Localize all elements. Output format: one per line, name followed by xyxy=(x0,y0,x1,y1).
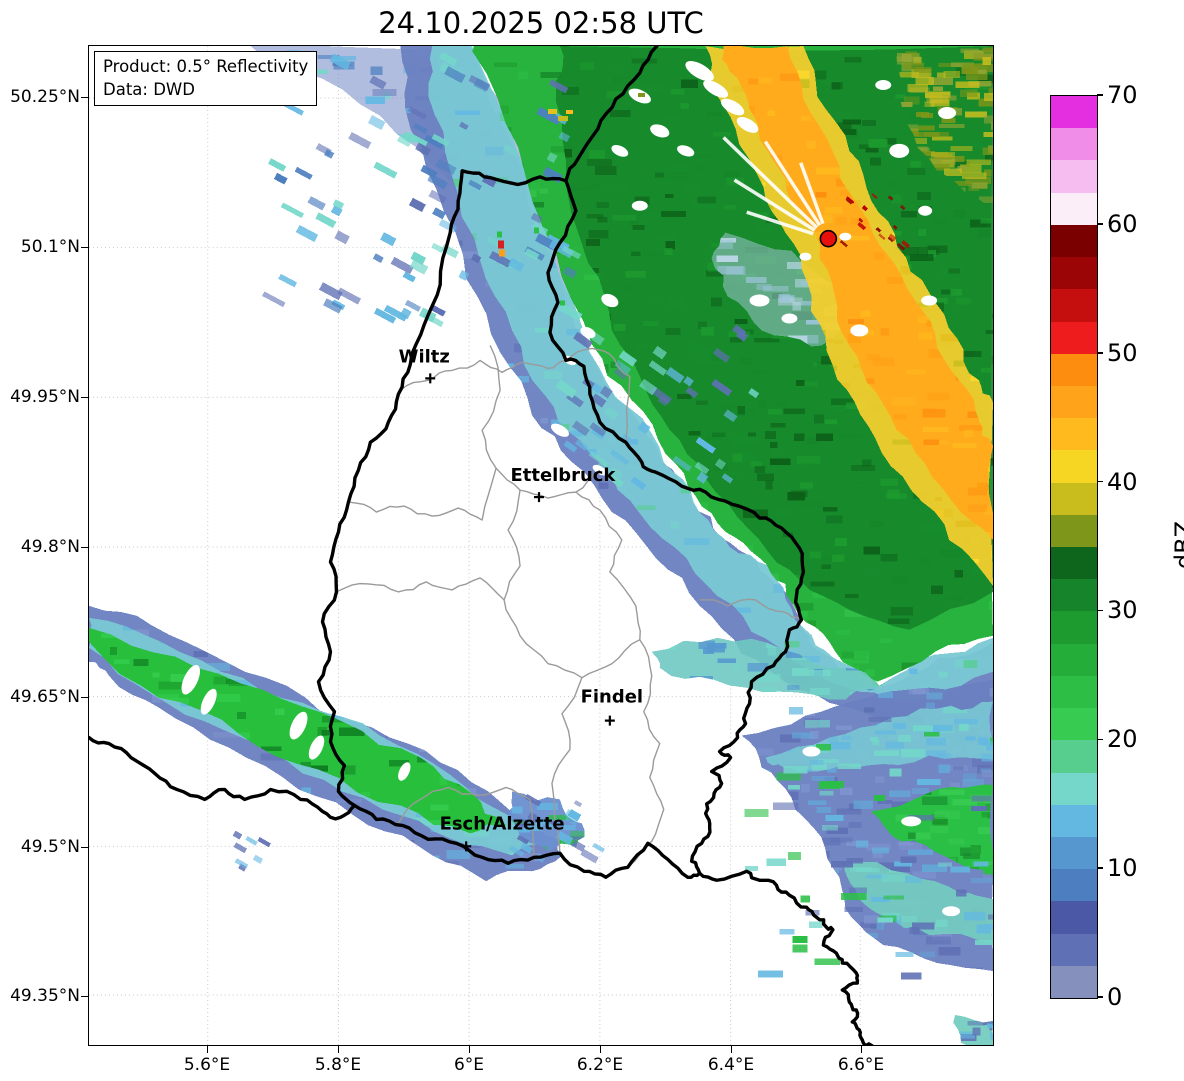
city-label: Wiltz xyxy=(399,346,450,367)
colorbar-segment xyxy=(1051,610,1097,644)
colorbar-tick-label: 10 xyxy=(1107,854,1138,883)
country-borders xyxy=(89,46,874,1045)
colorbar-segment xyxy=(1051,933,1097,966)
lat-tick-label: 50.1°N xyxy=(20,237,80,257)
lon-tick-label: 6.6°E xyxy=(837,1055,885,1075)
colorbar-tick-mark xyxy=(1097,480,1103,483)
city-label: Findel xyxy=(581,687,643,708)
colorbar-segment xyxy=(1051,256,1097,290)
colorbar-unit-label: dBZ xyxy=(1170,520,1184,570)
lat-tick-mark xyxy=(81,246,88,248)
lat-tick-mark xyxy=(81,396,88,398)
colorbar-segment xyxy=(1051,804,1097,837)
speck-cluster-mid-gap-streaks xyxy=(555,324,760,491)
speck-cluster-small-dash xyxy=(232,830,271,872)
lon-tick-mark xyxy=(599,1046,601,1053)
colorbar-segment xyxy=(1051,772,1097,805)
colorbar-segment xyxy=(1051,965,1097,998)
city-label: Ettelbruck xyxy=(511,465,617,486)
colorbar-tick-mark xyxy=(1097,94,1103,96)
figure-title: 24.10.2025 02:58 UTC xyxy=(378,6,704,40)
city-findel: Findel xyxy=(581,687,643,726)
speck-cluster-lr-arcs xyxy=(744,707,993,980)
colorbar-segment xyxy=(1051,868,1097,902)
lon-tick-mark xyxy=(206,1046,208,1053)
lat-tick-label: 49.8°N xyxy=(20,537,80,557)
colorbar-tick-label: 60 xyxy=(1107,209,1138,238)
colorbar-segment xyxy=(1051,417,1097,451)
colorbar-segment xyxy=(1051,385,1097,419)
lat-tick-mark xyxy=(81,846,88,848)
lat-tick-label: 49.65°N xyxy=(10,687,80,707)
colorbar-tick-label: 40 xyxy=(1107,467,1138,496)
colorbar-segment xyxy=(1051,675,1097,709)
colorbar-segment xyxy=(1051,739,1097,773)
colorbar-segment xyxy=(1051,578,1097,612)
city-ettelbruck: Ettelbruck xyxy=(511,465,617,503)
colorbar-segment xyxy=(1051,546,1097,580)
colorbar-tick-label: 70 xyxy=(1107,81,1138,109)
colorbar-segment xyxy=(1051,643,1097,676)
colorbar-segment xyxy=(1051,707,1097,741)
radar-map-canvas: Wiltz Ettelbruck Findel Esch/Alzette xyxy=(89,46,993,1045)
product-info-box: Product: 0.5° Reflectivity Data: DWD xyxy=(94,51,318,106)
product-line: Product: 0.5° Reflectivity xyxy=(103,57,309,76)
colorbar-tick-label: 0 xyxy=(1107,983,1123,1011)
lat-tick-label: 49.5°N xyxy=(20,837,80,857)
city-label: Esch/Alzette xyxy=(440,813,565,834)
lon-tick-label: 6°E xyxy=(453,1055,485,1075)
speck-cluster-radar-red-speckles xyxy=(839,193,911,251)
colorbar-segment xyxy=(1051,353,1097,386)
colorbar-segment xyxy=(1051,482,1097,515)
lon-tick-mark xyxy=(468,1046,470,1053)
colorbar-segment xyxy=(1051,836,1097,870)
lat-tick-label: 49.35°N xyxy=(10,986,80,1006)
lon-tick-mark xyxy=(337,1046,339,1053)
city-wiltz: Wiltz xyxy=(399,346,450,384)
lat-tick-label: 49.95°N xyxy=(10,387,80,407)
colorbar-segment xyxy=(1051,127,1097,161)
lon-tick-mark xyxy=(730,1046,732,1053)
colorbar-tick-mark xyxy=(1097,352,1103,354)
colorbar-segment xyxy=(1051,288,1097,322)
colorbar-segment xyxy=(1051,192,1097,225)
colorbar-tick-label: 50 xyxy=(1107,338,1138,367)
colorbar-tick-mark xyxy=(1097,223,1103,225)
echo-texture-bottom-teal-bit xyxy=(959,1020,993,1041)
colorbar-tick-mark xyxy=(1097,609,1103,612)
lon-tick-label: 5.8°E xyxy=(314,1055,362,1075)
lon-tick-label: 5.6°E xyxy=(183,1055,231,1075)
colorbar-segment xyxy=(1051,900,1097,934)
colorbar xyxy=(1050,95,1098,999)
lat-tick-mark xyxy=(81,696,88,698)
echo-region-shield-cyan-fringe xyxy=(428,46,993,701)
city-esch-alzette: Esch/Alzette xyxy=(440,813,565,852)
lon-tick-label: 6.4°E xyxy=(707,1055,755,1075)
colorbar-tick-mark xyxy=(1097,996,1103,998)
colorbar-tick-mark xyxy=(1097,738,1103,741)
colorbar-segment xyxy=(1051,159,1097,193)
lat-tick-mark xyxy=(81,96,88,98)
radar-site-marker xyxy=(819,229,838,248)
data-source-line: Data: DWD xyxy=(103,80,195,99)
colorbar-segment xyxy=(1051,95,1097,129)
colorbar-tick-label: 20 xyxy=(1107,725,1138,754)
lat-tick-mark xyxy=(81,995,88,997)
speck-cluster-nw-streaks xyxy=(262,52,583,328)
colorbar-tick-mark xyxy=(1097,867,1103,870)
radar-ray-gaps xyxy=(722,136,825,236)
anomaly-specks xyxy=(497,93,645,306)
map-plot: Wiltz Ettelbruck Findel Esch/Alzette Produc… xyxy=(88,45,994,1046)
colorbar-segment xyxy=(1051,321,1097,354)
lon-tick-label: 6.2°E xyxy=(576,1055,624,1075)
lat-tick-mark xyxy=(81,546,88,548)
colorbar-segment xyxy=(1051,224,1097,258)
colorbar-segment xyxy=(1051,449,1097,483)
colorbar-tick-label: 30 xyxy=(1107,596,1138,625)
lon-tick-mark xyxy=(860,1046,862,1053)
district-borders xyxy=(336,345,802,868)
colorbar-segment xyxy=(1051,514,1097,547)
lat-tick-label: 50.25°N xyxy=(10,87,80,107)
